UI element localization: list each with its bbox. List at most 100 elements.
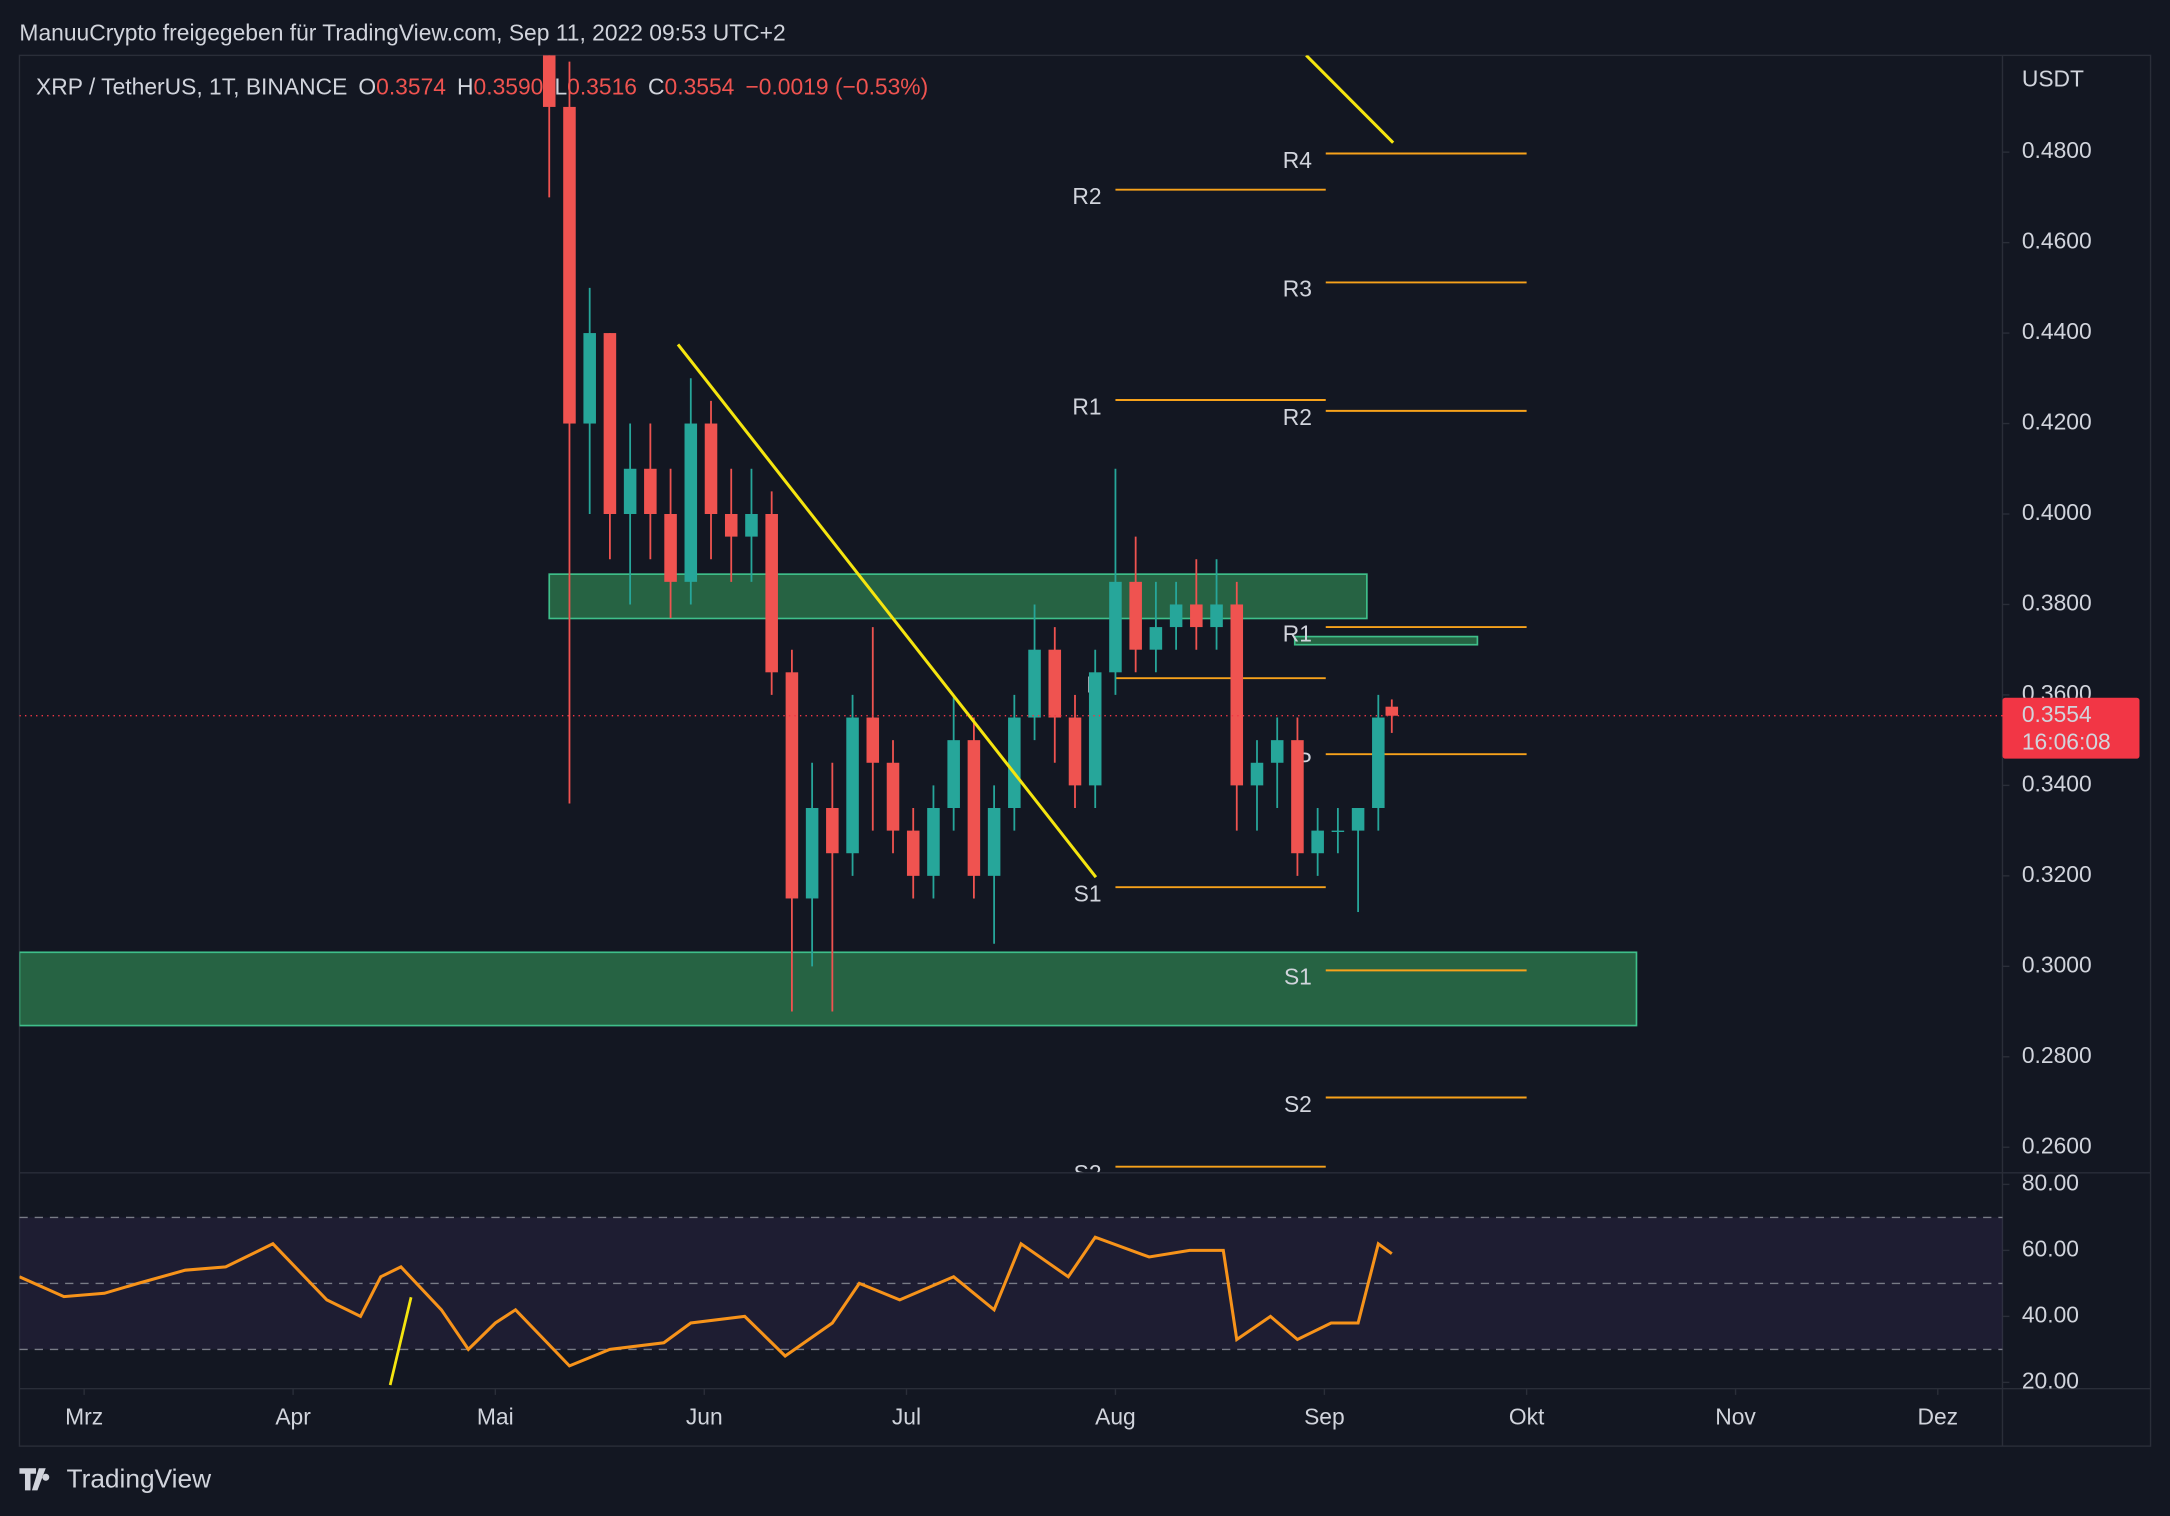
candle-body: [1230, 604, 1244, 786]
candle-body: [927, 808, 940, 876]
rsi-pane: [19, 1216, 2003, 1386]
ohlc-value: 0.3554: [665, 74, 735, 100]
candle-body: [866, 717, 880, 763]
pivot-label: S1: [1074, 880, 1102, 906]
pivot-label: R3: [1283, 276, 1312, 302]
x-tick-label: Mai: [477, 1403, 514, 1429]
pivot-label: S2: [1074, 1160, 1102, 1186]
pivot-label: S1: [1284, 964, 1312, 990]
candle-body: [724, 513, 738, 537]
legend: XRP / TetherUS, 1T, BINANCE O0.3574 H0.359…: [36, 74, 928, 100]
candle-body: [1129, 581, 1142, 650]
x-tick-label: Aug: [1095, 1403, 1136, 1429]
x-tick-label: Jul: [892, 1403, 921, 1429]
candle-body: [846, 717, 859, 854]
brand-logo: [19, 1468, 50, 1491]
ohlc-value: 0.3574: [376, 74, 446, 100]
candle-body: [1311, 830, 1324, 854]
pivot-label: R1: [1072, 393, 1101, 419]
pivot-label: S2: [1284, 1091, 1312, 1117]
rsi-tick-label: 80.00: [2022, 1169, 2079, 1195]
axes: Mrz Apr Mai Jun Jul Aug Sep Okt Nov Dez 0.2600 0.28…: [65, 137, 2140, 1429]
candle-body: [826, 808, 839, 854]
candle-body: [805, 808, 819, 899]
y-tick-label: 0.4800: [2022, 137, 2092, 163]
x-tick-label: Apr: [275, 1403, 311, 1429]
candle-body: [1048, 649, 1062, 718]
ohlc-value: 0.3516: [567, 74, 637, 100]
price-label: 0.3554: [2022, 701, 2092, 727]
candle-body: [603, 333, 617, 514]
x-tick-label: Nov: [1715, 1403, 1756, 1429]
candle-body: [644, 468, 657, 514]
ohlc-key: O: [358, 74, 376, 100]
pivot-label: R4: [1283, 147, 1312, 173]
y-tick-label: 0.2800: [2022, 1042, 2092, 1068]
candle-body: [1088, 672, 1102, 786]
y-tick-label: 0.3000: [2022, 951, 2092, 977]
y-tick-label: 0.3200: [2022, 861, 2092, 887]
candle-body: [745, 513, 758, 537]
candle-body: [1109, 581, 1122, 673]
zone: [19, 951, 1638, 1027]
countdown: 16:06:08: [2022, 728, 2111, 754]
y-tick-label: 0.4400: [2022, 318, 2092, 344]
x-tick-label: Okt: [1509, 1403, 1545, 1429]
candle-body: [906, 830, 920, 876]
candle-body: [1008, 717, 1021, 809]
rsi-tick-label: 20.00: [2022, 1367, 2079, 1393]
pivot-label: R2: [1283, 404, 1312, 430]
candle-body: [785, 672, 799, 899]
y-tick-label: 0.4200: [2022, 409, 2092, 435]
ohlc-key: C: [648, 74, 664, 100]
x-tick-label: Dez: [1917, 1403, 1958, 1429]
pivot-label: R2: [1072, 183, 1101, 209]
change: −0.0019 (−0.53%): [745, 74, 928, 100]
candle-body: [1068, 717, 1082, 786]
candle-body: [583, 333, 596, 424]
trendline: [676, 343, 1098, 879]
candle-body: [1291, 740, 1304, 854]
symbol: XRP / TetherUS, 1T, BINANCE: [36, 74, 347, 100]
candle-body: [1210, 604, 1223, 628]
candle-body: [1351, 808, 1365, 831]
candle-body: [542, 55, 556, 107]
pivot-label: R1: [1283, 620, 1312, 646]
price-badge: [2002, 697, 2140, 759]
zone: [1293, 635, 1479, 646]
frame: [18, 54, 2152, 1447]
candle-body: [765, 513, 778, 673]
candle-body: [1385, 706, 1399, 716]
trendline: [1305, 55, 1395, 144]
ohlc-value: 0.3590: [474, 74, 544, 100]
x-tick-label: Mrz: [65, 1403, 103, 1429]
y-tick-label: 0.4000: [2022, 499, 2092, 525]
rsi-line: [19, 1235, 1393, 1368]
x-tick-label: Jun: [686, 1403, 723, 1429]
candle-body: [664, 513, 677, 582]
candle-body: [1250, 762, 1264, 786]
candle-body: [1169, 604, 1183, 628]
candle-body: [684, 423, 698, 582]
brand-name: TradingView: [66, 1464, 212, 1494]
candle-body: [987, 808, 1001, 876]
rsi-trendline: [388, 1296, 413, 1386]
candle-body: [886, 762, 900, 831]
price-pane: R2R1PS1S2R4R3R2R1PS1S2: [19, 55, 2003, 1186]
currency: USDT: [2022, 65, 2084, 91]
rsi-tick-label: 40.00: [2022, 1301, 2079, 1327]
candle-body: [947, 740, 960, 809]
candle-body: [623, 468, 637, 514]
candle-body: [1028, 649, 1041, 718]
y-tick-label: 0.3400: [2022, 770, 2092, 796]
candle-body: [1149, 627, 1163, 650]
ohlc-key: H: [457, 74, 473, 100]
brand: TradingView: [19, 1464, 212, 1494]
candle-body: [1270, 740, 1284, 763]
candle-body: [1372, 717, 1385, 809]
candle-body: [563, 106, 576, 424]
ohlc-key: L: [554, 74, 567, 100]
y-tick-label: 0.3800: [2022, 589, 2092, 615]
